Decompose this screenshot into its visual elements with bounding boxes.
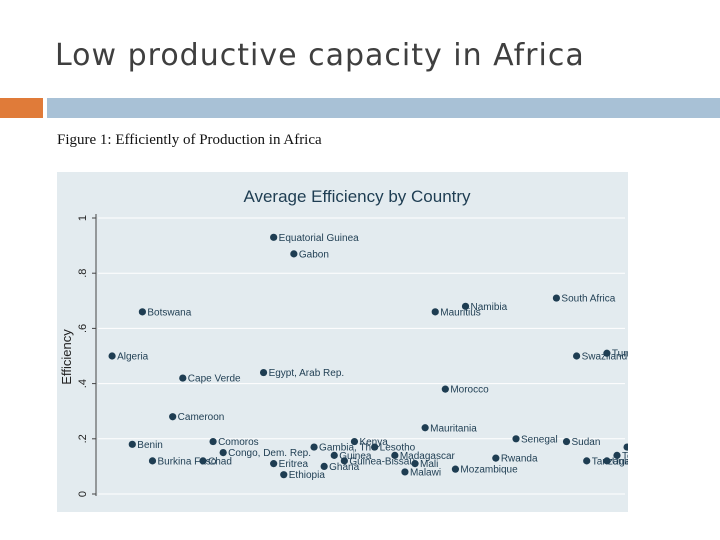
point-label: Equatorial Guinea	[279, 233, 359, 244]
y-tick-label: .2	[77, 434, 89, 443]
data-point	[320, 462, 328, 470]
data-point	[623, 443, 628, 451]
point-label: Lesotho	[380, 443, 416, 454]
data-point	[128, 440, 136, 448]
point-label: Gabon	[299, 249, 329, 260]
point-label: Sudan	[572, 437, 601, 448]
point-label: Cameroon	[178, 412, 225, 423]
data-point	[461, 302, 470, 310]
y-tick-label: 1	[77, 215, 89, 221]
data-point	[512, 435, 520, 443]
point-label: Guinea	[339, 451, 372, 462]
chart-title: Average Efficiency by Country	[243, 187, 471, 206]
data-point	[421, 424, 429, 432]
data-point	[562, 437, 571, 446]
point-label: Comoros	[218, 437, 259, 448]
point-label: Mauritania	[430, 423, 477, 434]
data-point	[451, 465, 460, 473]
data-point	[411, 460, 419, 468]
data-point	[340, 457, 348, 465]
point-label: Kenya	[359, 437, 388, 448]
data-point	[492, 454, 500, 462]
data-point	[350, 437, 359, 446]
axis-layer: 0 .2 .4 .6 .8 1	[77, 214, 97, 497]
point-label: Namibia	[471, 302, 508, 313]
data-point	[270, 460, 278, 468]
point-label: Uganda	[612, 456, 628, 467]
points-layer: Equatorial GuineaGabonBotswanaNamibiaMau…	[108, 233, 628, 481]
grid-layer	[98, 217, 625, 495]
point-label: Algeria	[117, 352, 149, 363]
data-point	[179, 374, 187, 382]
data-point	[169, 413, 177, 421]
data-point	[280, 471, 288, 479]
data-point	[138, 308, 146, 316]
point-label: Cape Verde	[188, 374, 241, 385]
point-label: Guinea-Bissau	[349, 456, 415, 467]
chart-container: Average Efficiency by Country Efficiency…	[57, 172, 628, 512]
data-point	[603, 457, 611, 465]
point-label: Senegal	[521, 434, 558, 445]
y-tick-label: .8	[77, 269, 89, 278]
y-tick-label: .4	[77, 379, 89, 388]
point-label: Ghana	[329, 462, 359, 473]
point-label: Chad	[208, 456, 232, 467]
data-point	[219, 449, 227, 457]
point-label: Morocco	[450, 385, 489, 396]
data-point	[371, 443, 379, 451]
point-label: Madagascar	[400, 451, 456, 462]
point-label: Benin	[137, 440, 163, 451]
data-point	[613, 451, 621, 459]
point-label: Mali	[420, 459, 438, 470]
data-point	[401, 468, 409, 476]
point-label: Rwanda	[501, 454, 538, 465]
data-point	[148, 457, 157, 465]
data-point	[270, 233, 278, 241]
accent-bar-orange	[0, 98, 43, 118]
y-axis-label: Efficiency	[59, 329, 74, 385]
point-label: Swaziland	[582, 352, 628, 363]
data-point	[310, 443, 318, 451]
point-label: Togo	[622, 451, 628, 462]
data-point	[290, 250, 298, 258]
data-point	[431, 308, 439, 316]
point-label: Egypt, Arab Rep.	[269, 368, 345, 379]
point-label: Malawi	[410, 467, 441, 478]
point-label: Mauritius	[440, 307, 481, 318]
data-point	[209, 437, 217, 446]
data-point	[108, 352, 116, 360]
point-label: Eritrea	[279, 459, 309, 470]
point-label: Tunisia	[612, 349, 628, 360]
data-point	[391, 451, 399, 459]
data-point	[330, 451, 338, 459]
figure-caption: Figure 1: Efficiently of Production in A…	[57, 132, 322, 148]
data-point	[441, 385, 449, 393]
slide-title: Low productive capacity in Africa	[55, 38, 585, 73]
efficiency-scatter-chart: Average Efficiency by Country Efficiency…	[59, 187, 628, 497]
accent-bar-blue	[47, 98, 720, 118]
point-label: South Africa	[561, 294, 615, 305]
y-tick-label: .6	[77, 324, 89, 333]
point-label: Ethiopia	[289, 470, 326, 481]
data-point	[603, 349, 611, 357]
y-tick-label: 0	[77, 491, 89, 497]
point-label: Botswana	[147, 307, 191, 318]
data-point	[552, 294, 561, 302]
point-label: Burkina Faso	[157, 456, 216, 467]
point-label: Mozambique	[460, 465, 518, 476]
data-point	[199, 457, 207, 465]
data-point	[573, 352, 581, 360]
point-label: Gambia, The	[319, 443, 377, 454]
data-point	[259, 368, 268, 377]
point-label: Congo, Dem. Rep.	[228, 448, 311, 459]
data-point	[583, 457, 591, 465]
